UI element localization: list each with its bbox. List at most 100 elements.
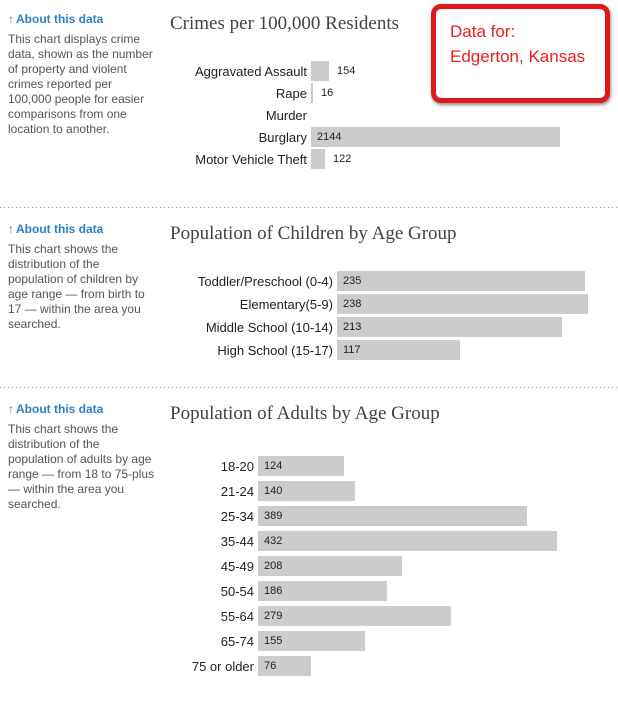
bar: 279 — [258, 606, 451, 626]
bar: 117 — [337, 340, 460, 360]
category-label: 55-64 — [220, 608, 254, 624]
sidebar-children: ↑ About this data This chart shows the di… — [0, 222, 158, 387]
dotted-divider — [0, 207, 618, 208]
bar: 155 — [258, 631, 365, 651]
value-label: 140 — [264, 485, 283, 497]
bar-area: 213 — [337, 317, 562, 337]
section-adults: ↑ About this data This chart shows the di… — [0, 388, 618, 712]
category-label: 35-44 — [220, 533, 254, 549]
chart-title: Crimes per 100,000 Residents — [170, 13, 400, 34]
chart-row: 35-44 432 — [170, 531, 618, 551]
category-label: 75 or older — [191, 658, 254, 674]
chart-row: High School (15-17) 117 — [170, 340, 618, 360]
category-label: 50-54 — [220, 583, 254, 599]
about-this-data-link[interactable]: ↑ About this data — [8, 12, 158, 26]
value-label: 389 — [264, 510, 283, 522]
chart-row: 50-54 186 — [170, 581, 618, 601]
category-label: 21-24 — [220, 483, 254, 499]
bar-area: 155 — [258, 631, 365, 651]
about-this-data-link[interactable]: ↑ About this data — [8, 402, 158, 416]
bar-area: 124 — [258, 456, 344, 476]
about-this-data-link[interactable]: ↑ About this data — [8, 222, 158, 236]
crime-chart: Crimes per 100,000 Residents Aggravated … — [170, 12, 618, 207]
value-label: 117 — [343, 344, 361, 356]
value-label: 186 — [264, 585, 283, 597]
chart-row: 45-49 208 — [170, 556, 618, 576]
bar: 2144 — [311, 127, 560, 147]
chart-row: Elementary(5-9) 238 — [170, 294, 618, 314]
chart-row: 21-24 140 — [170, 481, 618, 501]
chart-row: Burglary 2144 — [170, 127, 618, 147]
bar: 389 — [258, 506, 527, 526]
chart-row: 25-34 389 — [170, 506, 618, 526]
about-description: This chart shows the distribution of the… — [8, 422, 155, 511]
value-label: 155 — [264, 635, 283, 647]
value-label: 122 — [333, 153, 352, 165]
about-description: This chart shows the distribution of the… — [8, 242, 145, 331]
category-label: Burglary — [258, 129, 307, 145]
chart-row: 18-20 124 — [170, 456, 618, 476]
value-label: 2144 — [317, 131, 342, 143]
category-label: 18-20 — [220, 458, 254, 474]
category-label: Motor Vehicle Theft — [195, 151, 307, 167]
bar — [311, 149, 325, 169]
bar-area: 2144 — [311, 127, 560, 147]
bar-area: 186 — [258, 581, 387, 601]
bar-area: 122 — [311, 149, 351, 169]
data-for-label: Data for: — [450, 22, 516, 41]
chart-title: Population of Children by Age Group — [170, 223, 457, 244]
bar-area: 389 — [258, 506, 527, 526]
bar-area: 117 — [337, 340, 460, 360]
data-for-location: Edgerton, Kansas — [450, 47, 586, 66]
value-label: 16 — [321, 87, 334, 99]
category-label: High School (15-17) — [217, 342, 333, 358]
chart-row: Murder — [170, 105, 618, 125]
bar: 140 — [258, 481, 355, 501]
category-label: Toddler/Preschool (0-4) — [197, 273, 333, 289]
chart-row: 55-64 279 — [170, 606, 618, 626]
bar: 238 — [337, 294, 588, 314]
bar — [311, 61, 329, 81]
bar-chart-rows: Toddler/Preschool (0-4) 235 Elementary(5-9… — [170, 271, 618, 360]
bar: 186 — [258, 581, 387, 601]
bar-area: 238 — [337, 294, 588, 314]
bar: 235 — [337, 271, 585, 291]
sidebar-adults: ↑ About this data This chart shows the di… — [0, 402, 158, 712]
up-arrow-icon: ↑ — [8, 12, 14, 26]
bar-area: 16 — [311, 83, 333, 103]
value-label: 279 — [264, 610, 283, 622]
value-label: 235 — [343, 275, 362, 287]
value-label: 76 — [264, 660, 277, 672]
chart-row: Rape 16 — [170, 83, 618, 103]
bar — [311, 83, 313, 103]
category-label: Aggravated Assault — [194, 63, 307, 79]
category-label: Rape — [275, 85, 307, 101]
value-label: 154 — [337, 65, 356, 77]
bar-area: 432 — [258, 531, 557, 551]
about-link-label: About this data — [16, 12, 104, 26]
category-label: 65-74 — [220, 633, 254, 649]
bar-area: 76 — [258, 656, 311, 676]
category-label: Elementary(5-9) — [239, 296, 333, 312]
bar-chart-rows: 18-20 124 21-24 140 25-34 389 35-44 432 45-49 208… — [170, 456, 618, 676]
section-children: ↑ About this data This chart shows the di… — [0, 208, 618, 387]
about-link-label: About this data — [16, 222, 104, 236]
about-description: This chart displays crime data, shown as… — [8, 32, 153, 136]
value-label: 208 — [264, 560, 283, 572]
sidebar-crime: ↑ About this data This chart displays cri… — [0, 12, 158, 207]
section-crime: ↑ About this data This chart displays cri… — [0, 0, 618, 207]
chart-row: 65-74 155 — [170, 631, 618, 651]
bar: 76 — [258, 656, 311, 676]
bar-area: 208 — [258, 556, 402, 576]
up-arrow-icon: ↑ — [8, 402, 14, 416]
adults-chart: Population of Adults by Age Group 18-20 1… — [170, 402, 618, 712]
value-label: 213 — [343, 321, 362, 333]
bar: 432 — [258, 531, 557, 551]
category-label: 45-49 — [220, 558, 254, 574]
bar-area: 279 — [258, 606, 451, 626]
chart-row: 75 or older 76 — [170, 656, 618, 676]
bar-area: 140 — [258, 481, 355, 501]
chart-row: Middle School (10-14) 213 — [170, 317, 618, 337]
about-link-label: About this data — [16, 402, 104, 416]
